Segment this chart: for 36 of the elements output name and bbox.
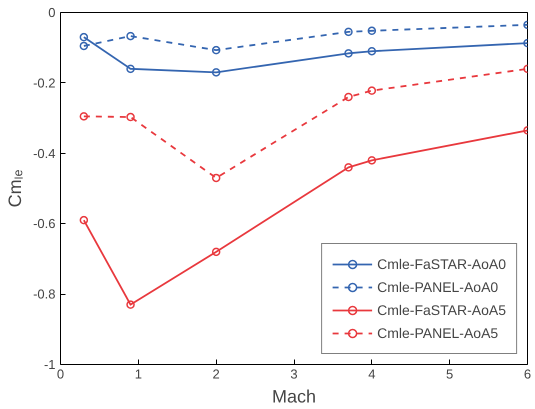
y-axis-title: Cmₗₑ (5, 169, 26, 208)
point (212, 46, 220, 54)
legend-label: Cmle-PANEL-AoA0 (377, 279, 498, 295)
legend-label: Cmle-FaSTAR-AoA0 (377, 256, 506, 272)
point (212, 68, 220, 77)
x-tick-label: 3 (290, 366, 298, 382)
y-tick-label: -0.6 (33, 216, 56, 232)
point (212, 174, 220, 182)
x-tick-label: 1 (134, 366, 142, 382)
y-tick-label: -1 (44, 357, 56, 372)
point (344, 92, 353, 102)
point (126, 112, 135, 122)
x-tick-label: 6 (524, 366, 532, 382)
x-tick-label: 2 (212, 366, 220, 382)
y-tick-label: 0 (48, 5, 56, 20)
x-tick-label: 4 (368, 366, 376, 382)
point (344, 49, 353, 58)
legend-label: Cmle-FaSTAR-AoA5 (377, 302, 506, 318)
point (344, 28, 353, 36)
x-tick-label: 5 (446, 366, 454, 382)
y-tick-label: -0.2 (33, 75, 56, 90)
point (368, 26, 376, 36)
point (368, 156, 376, 165)
point (344, 163, 353, 172)
point (368, 86, 376, 95)
point (212, 248, 220, 256)
y-tick-label: -0.8 (33, 286, 56, 302)
point (368, 46, 376, 56)
point (80, 112, 88, 121)
legend-label: Cmle-PANEL-AoA5 (377, 325, 498, 341)
point (126, 300, 135, 309)
point (80, 42, 88, 50)
y-tick-label: -0.4 (33, 146, 56, 161)
point (126, 64, 135, 74)
point (126, 32, 135, 40)
x-axis-title: Mach (272, 386, 316, 406)
